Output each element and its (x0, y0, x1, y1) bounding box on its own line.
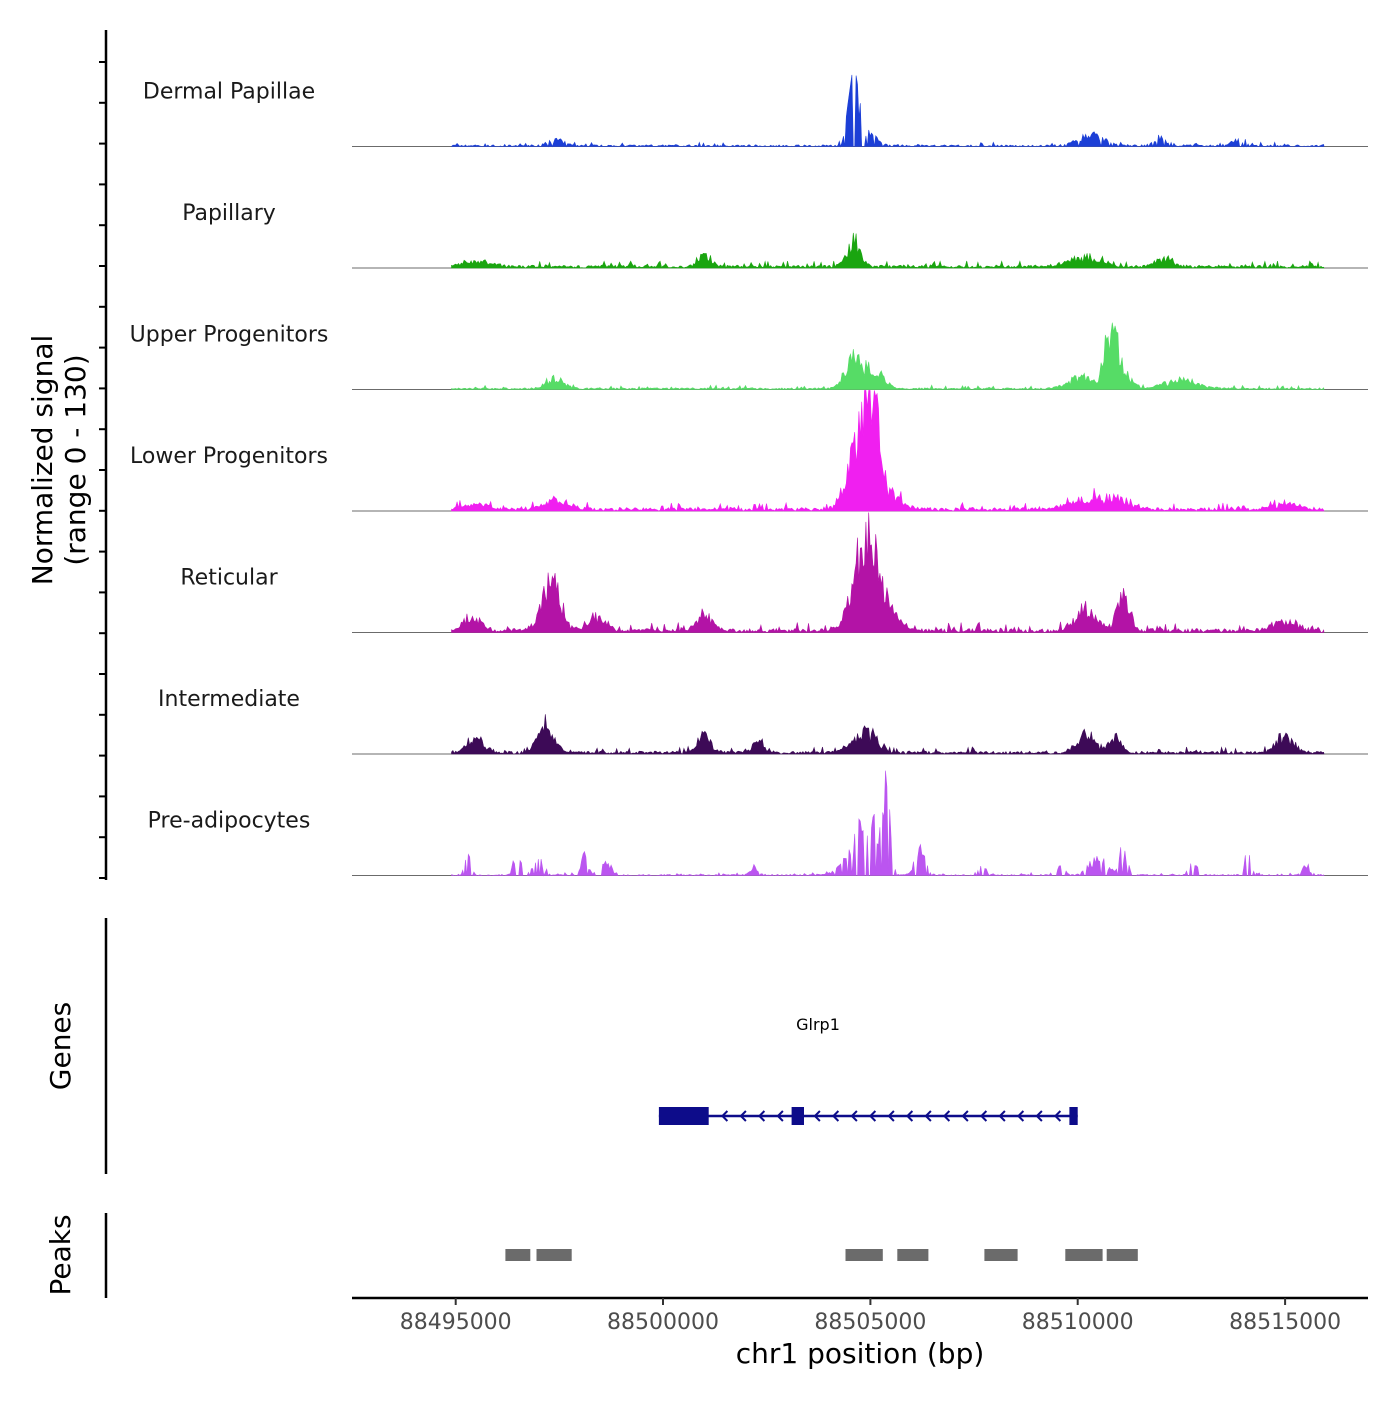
signal-area (451, 512, 1325, 634)
y-axis-title: Normalized signal (range 0 - 130) (26, 335, 92, 586)
signal-area (451, 232, 1325, 269)
strand-chevron (776, 1110, 784, 1122)
strand-chevron (720, 1110, 729, 1122)
track-label: Intermediate (158, 687, 300, 712)
strand-chevron (831, 1110, 840, 1122)
strand-chevron (1053, 1110, 1062, 1122)
peak-region (984, 1249, 1018, 1261)
strand-chevron (739, 1110, 747, 1122)
x-tick-label: 88500000 (607, 1310, 719, 1335)
peak-region (897, 1249, 929, 1261)
x-tick-label: 88495000 (400, 1310, 512, 1335)
genes-panel-title: Genes (44, 1002, 77, 1090)
peak-region (505, 1249, 531, 1261)
strand-chevron (1035, 1110, 1043, 1122)
x-axis-ticks: 88495000 88500000 88505000 88510000 88515000 (400, 1298, 1341, 1335)
strand-chevron (961, 1110, 969, 1122)
signal-area (451, 770, 1325, 877)
gene-exon (1069, 1107, 1078, 1125)
signal-area (450, 74, 1325, 148)
gene-exon (658, 1107, 709, 1125)
strand-chevron (979, 1110, 988, 1122)
gene-label: Glrp1 (796, 1015, 840, 1034)
peak-region (1106, 1249, 1138, 1261)
strand-chevron (924, 1110, 932, 1122)
x-tick-label: 88505000 (814, 1310, 926, 1335)
signal-area (451, 714, 1325, 755)
track-label: Upper Progenitors (130, 323, 329, 348)
strand-chevron (813, 1110, 821, 1122)
strand-chevron (850, 1110, 858, 1122)
track-label: Reticular (180, 566, 278, 591)
signal-area (451, 390, 1325, 512)
gene-exon (791, 1107, 804, 1125)
x-tick-label: 88510000 (1022, 1310, 1134, 1335)
peaks-panel-title: Peaks (44, 1214, 77, 1295)
coverage-y-ticks (99, 61, 106, 879)
y-axis-title-line1: Normalized signal (26, 335, 59, 586)
track-label: Papillary (182, 201, 276, 226)
track-label: Dermal Papillae (143, 80, 315, 105)
peak-regions (505, 1249, 1138, 1261)
strand-chevron (887, 1110, 895, 1122)
peak-region (536, 1249, 572, 1261)
peak-region (1065, 1249, 1103, 1261)
signal-tracks (352, 74, 1368, 877)
strand-chevron (757, 1110, 766, 1122)
strand-chevron (998, 1110, 1006, 1122)
gene-model (658, 1107, 1078, 1125)
strand-chevron (868, 1110, 877, 1122)
strand-chevron (905, 1110, 914, 1122)
strand-chevron (942, 1110, 951, 1122)
signal-area (451, 322, 1325, 390)
strand-chevron (1016, 1110, 1025, 1122)
x-axis-title: chr1 position (bp) (736, 1337, 985, 1370)
track-labels: Dermal Papillae Papillary Upper Progenitor… (130, 80, 329, 834)
track-label: Lower Progenitors (130, 444, 328, 469)
y-axis-title-line2: (range 0 - 130) (59, 354, 92, 565)
track-label: Pre-adipocytes (148, 809, 311, 834)
peak-region (845, 1249, 883, 1261)
x-tick-label: 88515000 (1229, 1310, 1341, 1335)
